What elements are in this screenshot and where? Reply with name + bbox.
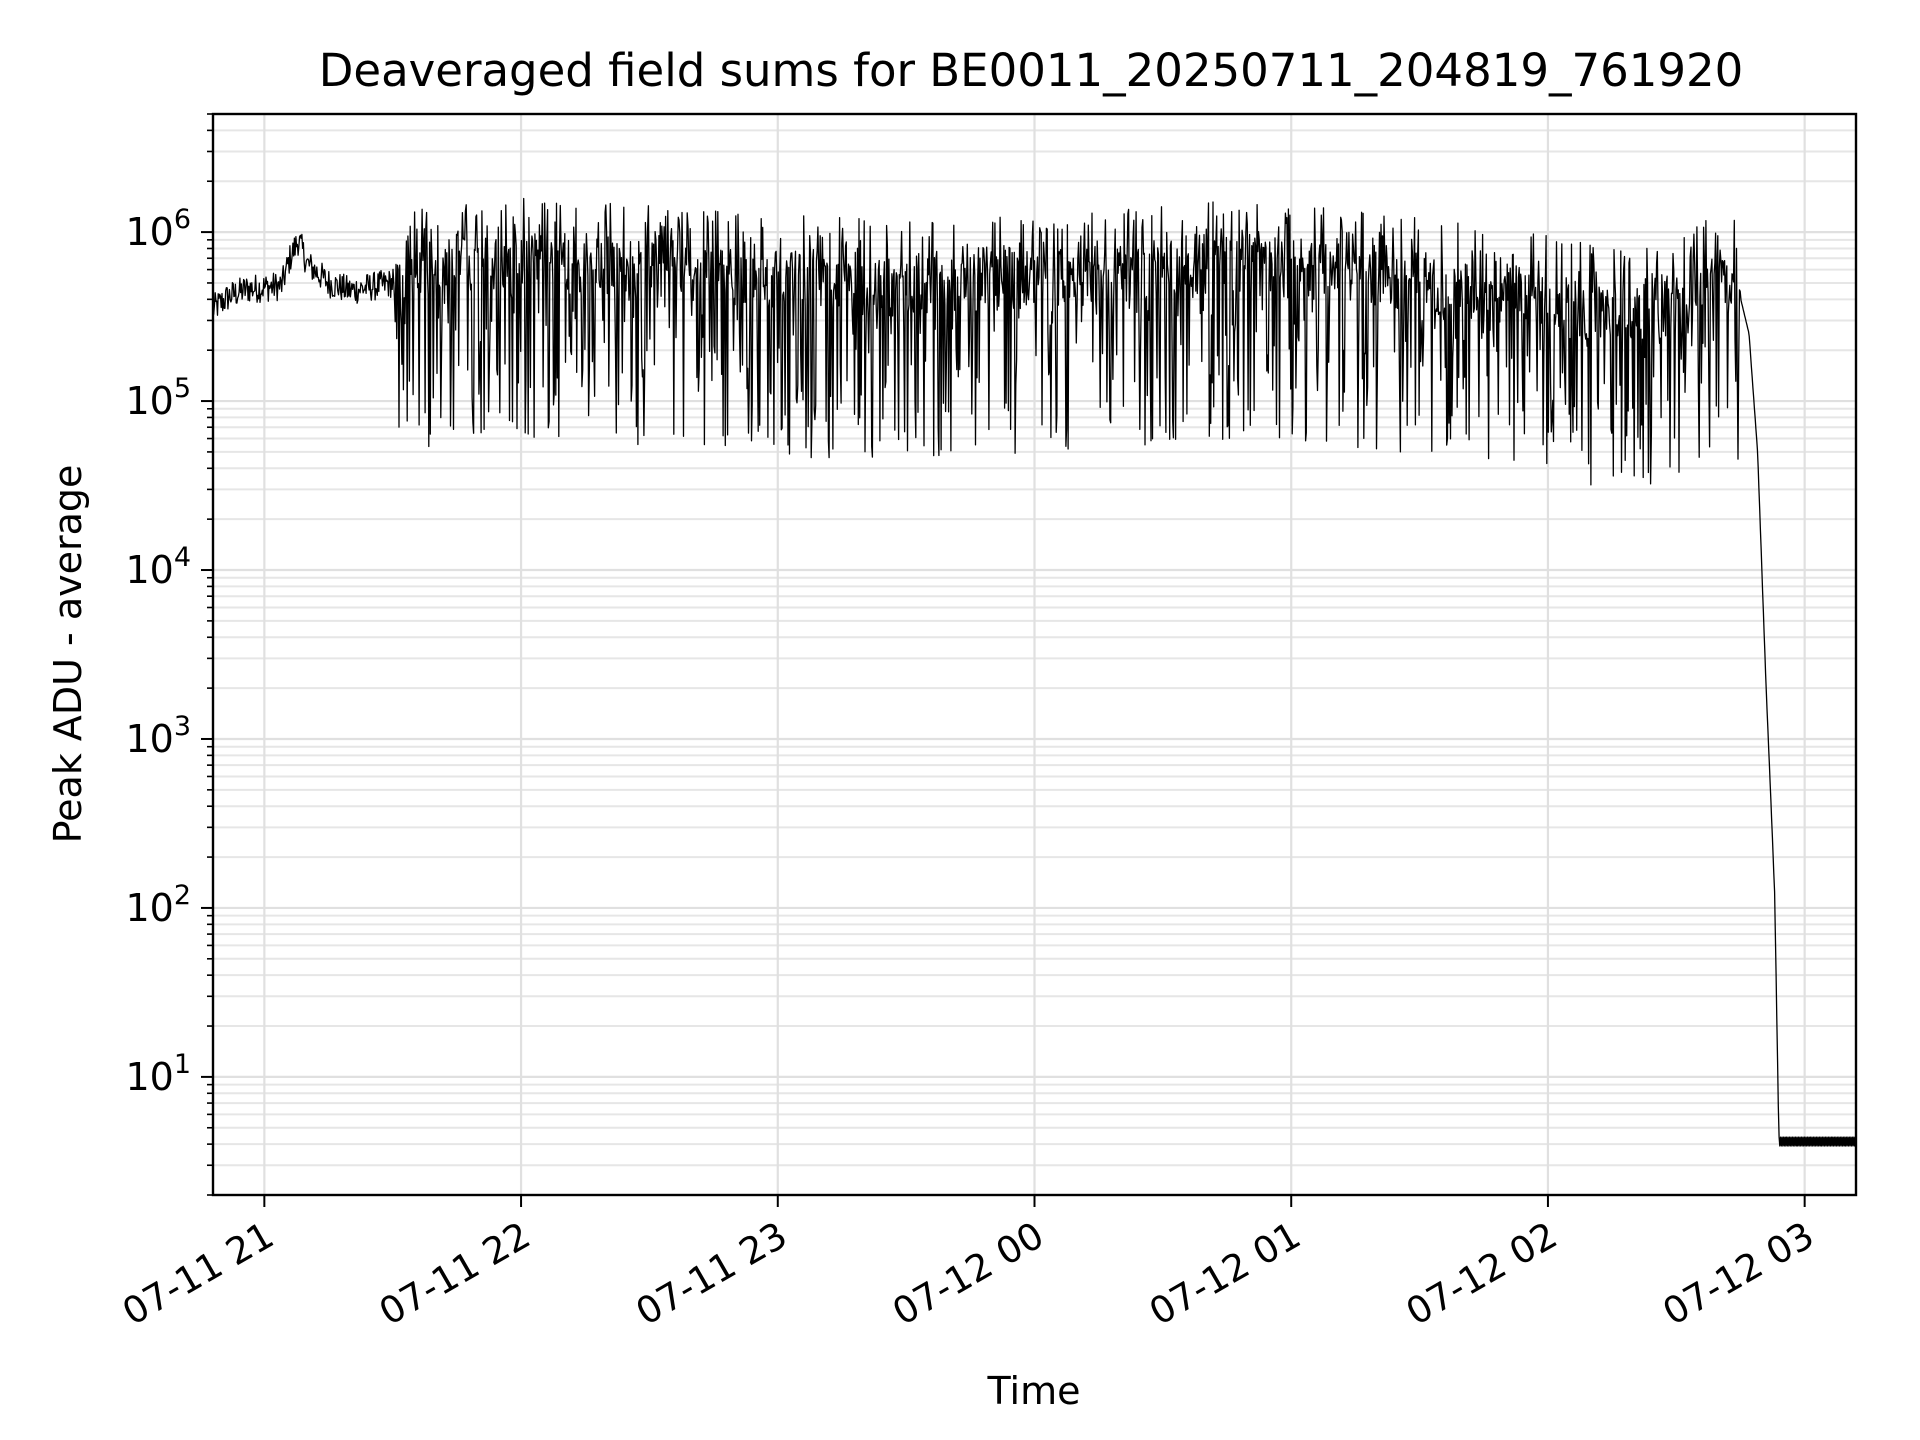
y-tick-label: 106 <box>125 204 191 254</box>
chart-title: Deaveraged field sums for BE0011_2025071… <box>319 44 1744 97</box>
y-tick-label: 102 <box>125 880 191 930</box>
y-axis-label: Peak ADU - average <box>46 465 90 844</box>
y-tick-label: 104 <box>125 542 191 592</box>
series-line <box>212 197 1857 1147</box>
series-layer <box>212 197 1857 1147</box>
y-tick-label: 105 <box>125 373 191 423</box>
x-axis-label: Time <box>987 1369 1081 1413</box>
y-tick-label: 101 <box>125 1049 191 1099</box>
plot-frame <box>211 112 1858 1197</box>
y-tick-labels: 101 102 103 104 105 106 <box>125 204 191 1099</box>
y-tick-label: 103 <box>125 711 191 761</box>
